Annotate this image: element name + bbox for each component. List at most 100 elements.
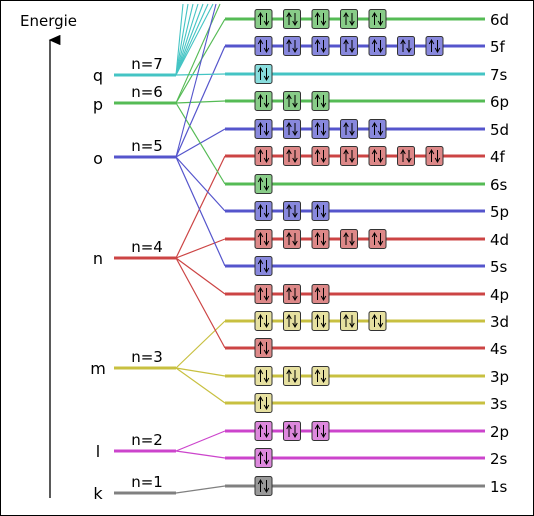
spin-up-arrow-icon	[371, 313, 378, 327]
electron-pair-box	[340, 9, 358, 29]
spin-down-arrow-icon	[292, 40, 298, 54]
connector-higher-level	[175, 3, 209, 76]
orbital-3s: 3s	[225, 393, 508, 413]
orbital-box	[311, 9, 330, 29]
electron-pair-box	[254, 91, 273, 111]
orbital-4p: 4p	[225, 284, 509, 304]
orbital-5d: 5d	[225, 119, 509, 139]
spin-down-arrow-icon	[292, 315, 298, 329]
orbital-box	[254, 284, 273, 304]
orbital-box	[254, 476, 273, 496]
orbital-box	[311, 366, 330, 386]
orbital-box	[340, 9, 358, 29]
shell-quantum-number: n=3	[131, 348, 163, 366]
orbital-label: 3p	[490, 368, 509, 386]
orbital-label: 1s	[490, 478, 508, 496]
spin-down-arrow-icon	[263, 40, 270, 54]
spin-up-arrow-icon	[314, 148, 321, 162]
spin-down-arrow-icon	[292, 288, 298, 302]
shell-quantum-number: n=4	[131, 238, 163, 256]
electron-pair-box	[340, 146, 358, 166]
electron-pair-box	[340, 119, 358, 139]
spin-down-arrow-icon	[292, 370, 298, 384]
electron-pair-box	[368, 119, 387, 139]
orbital-box	[311, 91, 330, 111]
spin-down-arrow-icon	[263, 123, 270, 137]
connector-1s	[175, 485, 226, 494]
spin-up-arrow-icon	[286, 121, 292, 135]
electron-pair-box	[283, 91, 301, 111]
orbital-box	[283, 229, 301, 249]
spin-down-arrow-icon	[320, 370, 327, 384]
shell-quantum-number: n=1	[131, 473, 163, 491]
spin-down-arrow-icon	[263, 13, 270, 27]
connector-3s	[175, 367, 226, 404]
orbital-box	[254, 91, 273, 111]
spin-up-arrow-icon	[257, 38, 264, 52]
spin-up-arrow-icon	[343, 231, 349, 245]
orbital-box	[311, 119, 330, 139]
orbital-box	[283, 201, 301, 221]
spin-up-arrow-icon	[343, 11, 349, 25]
electron-pair-box	[311, 284, 330, 304]
orbital-box	[283, 366, 301, 386]
spin-down-arrow-icon	[377, 123, 384, 137]
electron-pair-box	[254, 119, 273, 139]
electron-pair-box	[311, 201, 330, 221]
spin-up-arrow-icon	[371, 231, 378, 245]
orbital-label: 5p	[490, 203, 509, 221]
electron-pair-box	[340, 311, 358, 331]
orbital-box	[254, 64, 273, 84]
orbital-label: 6s	[490, 176, 508, 194]
orbital-label: 2p	[490, 423, 509, 441]
orbital-7s: 7s	[225, 64, 508, 84]
orbital-levels: 6d 5f 7s 6p 5d 4f 6s 5p 4d 5s 4p 3d 4s 3p 3s 2p 2s 1s	[225, 9, 509, 496]
orbital-label: 4d	[490, 231, 509, 249]
spin-up-arrow-icon	[286, 38, 292, 52]
electron-pair-box	[397, 146, 415, 166]
orbital-5f: 5f	[225, 36, 506, 56]
connector-higher-level	[175, 3, 204, 76]
orbital-box	[311, 421, 330, 441]
connector-2p	[175, 430, 226, 452]
orbital-box	[425, 36, 444, 56]
shell-letter: o	[93, 149, 103, 168]
orbital-box	[311, 36, 330, 56]
orbital-label: 3s	[490, 395, 508, 413]
spin-down-arrow-icon	[320, 150, 327, 164]
spin-down-arrow-icon	[349, 123, 355, 137]
spin-up-arrow-icon	[371, 11, 378, 25]
electron-pair-box	[254, 174, 273, 194]
connector-3d	[175, 320, 226, 369]
orbital-box	[283, 311, 301, 331]
spin-down-arrow-icon	[320, 315, 327, 329]
orbital-box	[425, 146, 444, 166]
electron-pair-box	[283, 36, 301, 56]
spin-up-arrow-icon	[314, 368, 321, 382]
electron-pair-box	[368, 9, 387, 29]
spin-down-arrow-icon	[377, 150, 384, 164]
orbital-box	[311, 146, 330, 166]
connector-4s	[175, 257, 226, 349]
connector-6d	[175, 18, 226, 104]
electron-pair-box	[368, 311, 387, 331]
orbital-box	[368, 36, 387, 56]
electron-pair-box	[254, 9, 273, 29]
orbital-box	[340, 311, 358, 331]
orbital-box	[311, 229, 330, 249]
spin-up-arrow-icon	[257, 93, 264, 107]
shell-p: p n=6	[93, 83, 176, 114]
spin-up-arrow-icon	[257, 203, 264, 217]
spin-down-arrow-icon	[263, 150, 270, 164]
shell-o: o n=5	[93, 137, 176, 168]
orbital-box	[283, 36, 301, 56]
connector-5p	[175, 156, 226, 212]
spin-down-arrow-icon	[263, 397, 270, 411]
shell-l: l n=2	[96, 431, 176, 461]
orbital-2p: 2p	[225, 421, 509, 441]
spin-down-arrow-icon	[263, 425, 270, 439]
spin-up-arrow-icon	[257, 66, 264, 80]
electron-pair-box	[368, 146, 387, 166]
spin-down-arrow-icon	[320, 95, 327, 109]
